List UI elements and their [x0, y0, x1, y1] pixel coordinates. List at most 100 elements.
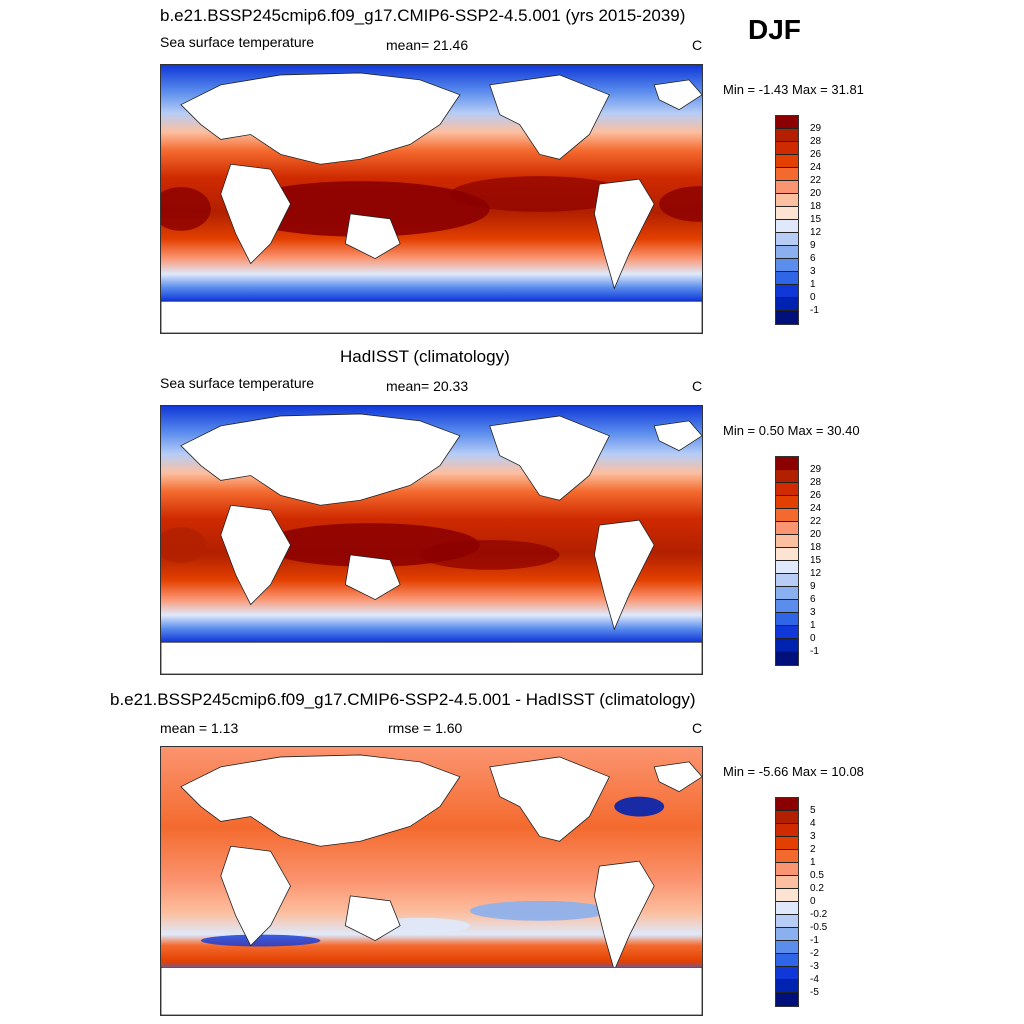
colorbar-label: 0: [810, 633, 816, 644]
colorbar-label: 0.2: [810, 883, 824, 894]
colorbar-segment: [776, 142, 798, 155]
colorbar-segment: [776, 626, 798, 639]
colorbar-label: 24: [810, 503, 822, 514]
colorbar-segment: [776, 181, 798, 194]
panel3-colorbar: [775, 797, 799, 1007]
colorbar-label: -2: [810, 948, 819, 959]
colorbar-label: 0: [810, 896, 816, 907]
colorbar-segment: [776, 168, 798, 181]
colorbar-segment: [776, 967, 798, 980]
panel3-sst-difference-field: [161, 747, 702, 1015]
season-label: DJF: [748, 14, 801, 45]
colorbar-label: 3: [810, 266, 816, 277]
colorbar-label: 1: [810, 620, 816, 631]
panel2-variable: Sea surface temperature: [160, 375, 315, 391]
colorbar-segment: [776, 954, 798, 967]
colorbar-label: 9: [810, 581, 816, 592]
panel1-mean: mean= 21.46: [386, 37, 469, 53]
panel3-units: C: [692, 720, 703, 736]
colorbar-label: 18: [810, 201, 822, 212]
colorbar-segment: [776, 993, 798, 1006]
colorbar-label: 6: [810, 253, 816, 264]
colorbar-segment: [776, 652, 798, 665]
colorbar-segment: [776, 824, 798, 837]
colorbar-segment: [776, 155, 798, 168]
colorbar-segment: [776, 285, 798, 298]
panel1-units: C: [692, 37, 703, 53]
colorbar-segment: [776, 811, 798, 824]
colorbar-segment: [776, 889, 798, 902]
colorbar-label: 3: [810, 831, 816, 842]
colorbar-label: 22: [810, 516, 822, 527]
colorbar-label: 28: [810, 136, 822, 147]
colorbar-segment: [776, 980, 798, 993]
colorbar-segment: [776, 457, 798, 470]
panel3-title: b.e21.BSSP245cmip6.f09_g17.CMIP6-SSP2-4.…: [110, 690, 696, 709]
colorbar-label: -5: [810, 987, 819, 998]
colorbar-segment: [776, 915, 798, 928]
colorbar-segment: [776, 941, 798, 954]
colorbar-segment: [776, 233, 798, 246]
colorbar-label: -0.2: [810, 909, 828, 920]
colorbar-label: 12: [810, 568, 822, 579]
colorbar-label: 26: [810, 490, 822, 501]
panel2-minmax: Min = 0.50 Max = 30.40: [723, 423, 860, 438]
colorbar-segment: [776, 272, 798, 285]
colorbar-label: 20: [810, 529, 822, 540]
colorbar-label: 0.5: [810, 870, 824, 881]
colorbar-segment: [776, 483, 798, 496]
colorbar-segment: [776, 311, 798, 324]
panel1-map: [160, 64, 703, 334]
colorbar-segment: [776, 587, 798, 600]
colorbar-label: 5: [810, 805, 816, 816]
colorbar-label: 24: [810, 162, 822, 173]
colorbar-label: 20: [810, 188, 822, 199]
colorbar-segment: [776, 837, 798, 850]
colorbar-label: 15: [810, 555, 822, 566]
colorbar-segment: [776, 876, 798, 889]
colorbar-label: 3: [810, 607, 816, 618]
panel1-minmax: Min = -1.43 Max = 31.81: [723, 82, 864, 97]
colorbar-segment: [776, 850, 798, 863]
colorbar-label: 26: [810, 149, 822, 160]
panel1-variable: Sea surface temperature: [160, 34, 315, 50]
panel3-map: [160, 746, 703, 1016]
colorbar-segment: [776, 561, 798, 574]
colorbar-segment: [776, 194, 798, 207]
colorbar-segment: [776, 129, 798, 142]
panel1-sst-field: [161, 65, 702, 333]
colorbar-label: -4: [810, 974, 819, 985]
colorbar-label: 29: [810, 464, 822, 475]
colorbar-segment: [776, 207, 798, 220]
panel2-sst-field: [161, 406, 702, 674]
colorbar-segment: [776, 798, 798, 811]
colorbar-segment: [776, 639, 798, 652]
panel1-colorbar: [775, 115, 799, 325]
colorbar-segment: [776, 863, 798, 876]
colorbar-label: 0: [810, 292, 816, 303]
colorbar-label: 18: [810, 542, 822, 553]
panel2-mean: mean= 20.33: [386, 378, 469, 394]
colorbar-segment: [776, 600, 798, 613]
colorbar-label: 4: [810, 818, 816, 829]
colorbar-label: 2: [810, 844, 816, 855]
panel2-title: HadISST (climatology): [340, 347, 510, 366]
colorbar-label: -1: [810, 305, 819, 316]
colorbar-label: 15: [810, 214, 822, 225]
panel1-title: b.e21.BSSP245cmip6.f09_g17.CMIP6-SSP2-4.…: [160, 6, 686, 25]
colorbar-label: 28: [810, 477, 822, 488]
colorbar-label: -1: [810, 935, 819, 946]
colorbar-label: 12: [810, 227, 822, 238]
colorbar-segment: [776, 902, 798, 915]
colorbar-label: -1: [810, 646, 819, 657]
colorbar-segment: [776, 298, 798, 311]
colorbar-label: 1: [810, 857, 816, 868]
colorbar-segment: [776, 535, 798, 548]
colorbar-segment: [776, 470, 798, 483]
colorbar-segment: [776, 259, 798, 272]
colorbar-segment: [776, 509, 798, 522]
colorbar-label: 22: [810, 175, 822, 186]
panel2-colorbar: [775, 456, 799, 666]
colorbar-segment: [776, 496, 798, 509]
panel3-mean: mean = 1.13: [160, 720, 239, 736]
